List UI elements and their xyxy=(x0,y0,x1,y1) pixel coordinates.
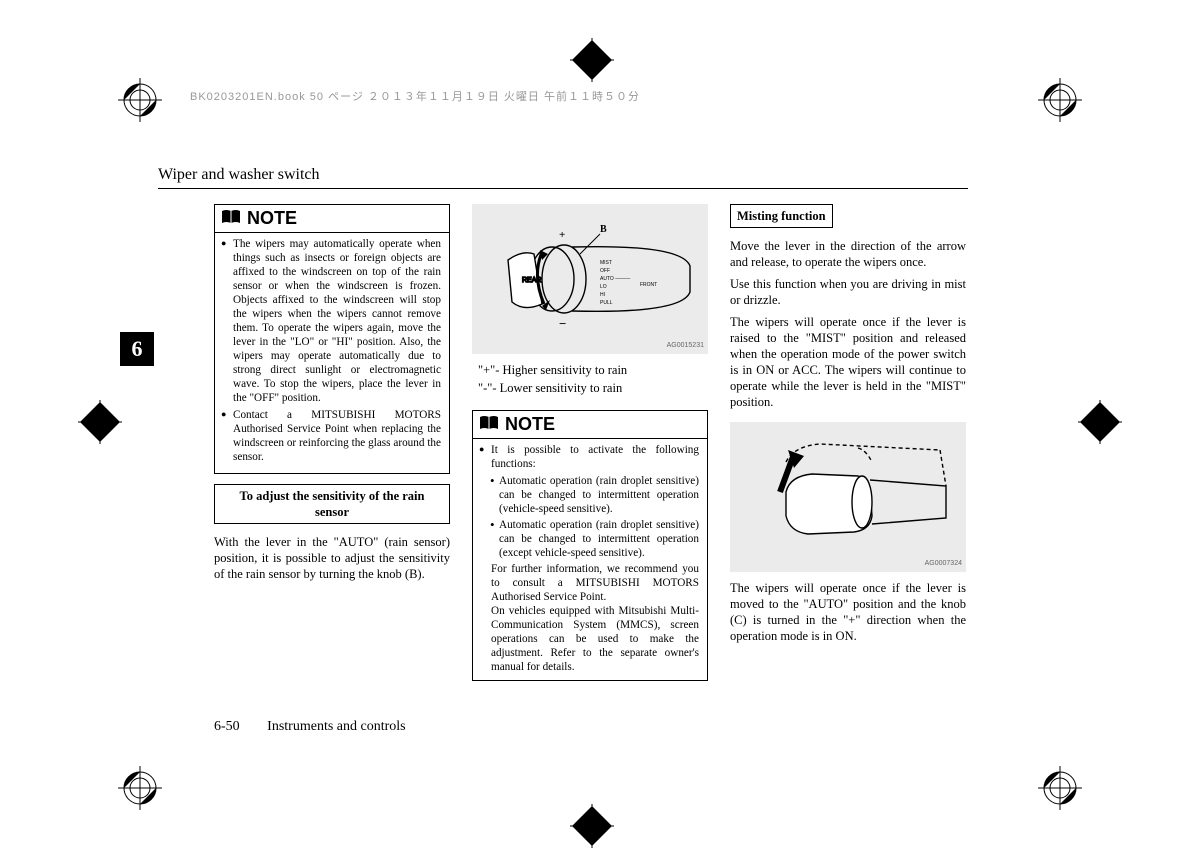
svg-text:MIST: MIST xyxy=(600,260,612,266)
note-label: NOTE xyxy=(247,207,297,230)
body-paragraph: Move the lever in the direction of the a… xyxy=(730,238,966,270)
legend-plus: "+"- Higher sensitivity to rain xyxy=(472,362,708,378)
note-bullet: It is possible to activate the following… xyxy=(481,443,699,471)
book-icon xyxy=(479,415,499,435)
crop-mark-ml xyxy=(78,400,122,444)
figure-rain-sensor-knob: REAR + − B MIST OFF AUTO ——— LO HI FRONT… xyxy=(472,204,708,354)
note-subbullet: Automatic operation (rain droplet sensit… xyxy=(481,518,699,560)
body-paragraph: The wipers will operate once if the leve… xyxy=(730,314,966,410)
book-icon xyxy=(221,209,241,229)
column-1: NOTE The wipers may automatically operat… xyxy=(214,204,450,691)
note-body: It is possible to activate the following… xyxy=(473,439,707,680)
section-rule xyxy=(158,188,968,189)
svg-text:+: + xyxy=(559,229,565,241)
note-body: The wipers may automatically operate whe… xyxy=(215,233,449,473)
subhead-misting: Misting function xyxy=(730,204,833,228)
svg-text:B: B xyxy=(600,224,607,235)
figure-ref: AG0007324 xyxy=(925,560,962,569)
body-paragraph: The wipers will operate once if the leve… xyxy=(730,580,966,644)
note-box-2: NOTE It is possible to activate the foll… xyxy=(472,410,708,681)
legend-minus: "-"- Lower sensitivity to rain xyxy=(472,380,708,396)
svg-text:FRONT: FRONT xyxy=(640,282,657,288)
crop-mark-br xyxy=(1038,766,1082,810)
column-3: Misting function Move the lever in the d… xyxy=(730,204,966,691)
note-continuation: For further information, we recommend yo… xyxy=(481,562,699,604)
svg-text:AUTO ———: AUTO ——— xyxy=(600,276,630,282)
note-header: NOTE xyxy=(473,411,707,439)
note-header: NOTE xyxy=(215,205,449,233)
note-label: NOTE xyxy=(505,413,555,436)
column-2: REAR + − B MIST OFF AUTO ——— LO HI FRONT… xyxy=(472,204,708,691)
page-footer: 6-50 Instruments and controls xyxy=(214,719,406,735)
content-columns: NOTE The wipers may automatically operat… xyxy=(214,204,968,691)
subhead-rain-sensor: To adjust the sensitivity of the rain se… xyxy=(214,484,450,524)
svg-text:HI: HI xyxy=(600,292,605,298)
body-paragraph: With the lever in the "AUTO" (rain senso… xyxy=(214,534,450,582)
crop-mark-bl xyxy=(118,766,162,810)
figure-ref: AG0015231 xyxy=(667,342,704,351)
note-bullet: Contact a MITSUBISHI MOTORS Authorised S… xyxy=(223,408,441,464)
figure-misting-lever: AG0007324 xyxy=(730,422,966,572)
crop-mark-tc xyxy=(570,38,614,82)
page-number: 6-50 xyxy=(214,719,240,734)
crop-mark-bc xyxy=(570,804,614,848)
svg-text:OFF: OFF xyxy=(600,268,610,274)
print-header: BK0203201EN.book 50 ページ ２０１３年１１月１９日 火曜日 … xyxy=(190,88,640,104)
note-subbullet: Automatic operation (rain droplet sensit… xyxy=(481,474,699,516)
chapter-tab: 6 xyxy=(120,332,154,366)
svg-text:LO: LO xyxy=(600,284,607,290)
note-box-1: NOTE The wipers may automatically operat… xyxy=(214,204,450,474)
body-paragraph: Use this function when you are driving i… xyxy=(730,276,966,308)
section-title: Wiper and washer switch xyxy=(158,166,320,184)
chapter-name: Instruments and controls xyxy=(267,719,405,734)
svg-text:−: − xyxy=(559,316,566,331)
crop-mark-tr xyxy=(1038,78,1082,122)
svg-text:PULL: PULL xyxy=(600,300,613,306)
note-bullet: The wipers may automatically operate whe… xyxy=(223,237,441,405)
crop-mark-mr xyxy=(1078,400,1122,444)
note-continuation: On vehicles equipped with Mitsubishi Mul… xyxy=(481,604,699,674)
crop-mark-tl xyxy=(118,78,162,122)
